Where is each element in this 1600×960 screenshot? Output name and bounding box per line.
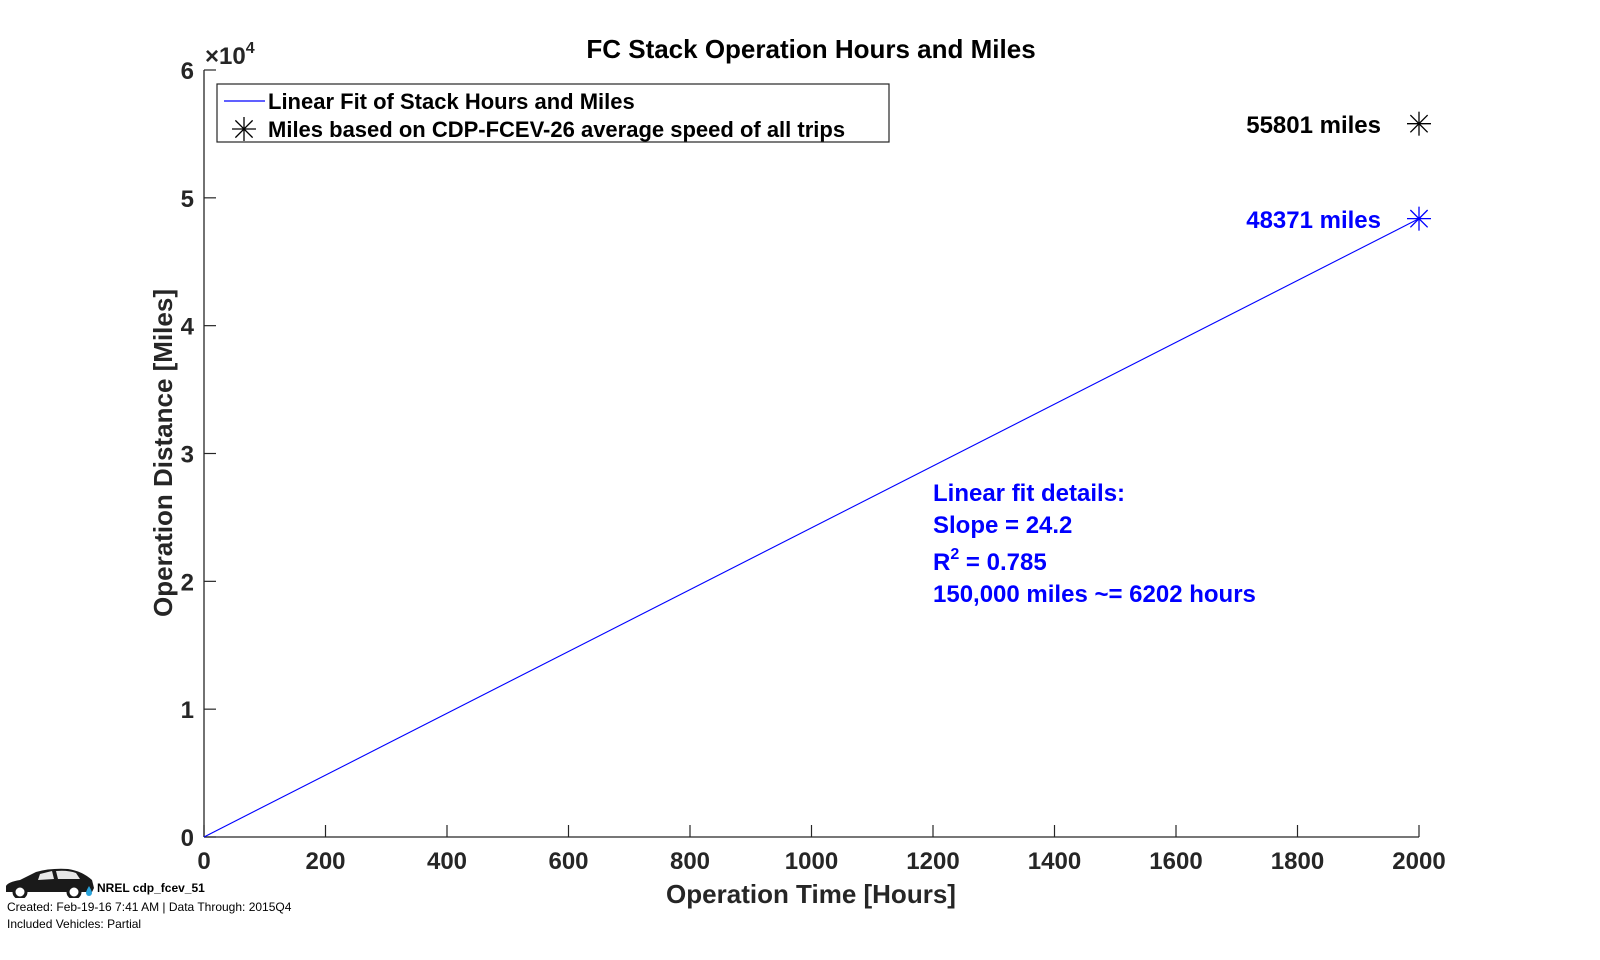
y-tick-label: 1 <box>181 697 194 724</box>
footer-created: Created: Feb-19-16 7:41 AM | Data Throug… <box>7 900 292 914</box>
x-tick-label: 400 <box>427 848 467 875</box>
point-label-48371: 48371 miles <box>1246 207 1381 234</box>
chart-title: FC Stack Operation Hours and Miles <box>586 34 1035 64</box>
y-tick-label: 6 <box>181 58 194 85</box>
annotation-slope: Slope = 24.2 <box>933 512 1072 539</box>
annotation-r-squared: R2 = 0.785 <box>933 546 1047 576</box>
car-icon <box>6 868 94 898</box>
footer-included-vehicles: Included Vehicles: Partial <box>7 917 142 931</box>
x-tick-label: 800 <box>670 848 710 875</box>
legend-label-fit: Linear Fit of Stack Hours and Miles <box>268 89 635 114</box>
x-tick-label: 600 <box>548 848 588 875</box>
water-drop-icon <box>86 886 92 896</box>
r-letter: R <box>933 549 950 576</box>
y-tick-label: 2 <box>181 569 194 596</box>
legend-box <box>216 83 890 143</box>
r-superscript: 2 <box>950 546 959 563</box>
y-tick-label: 5 <box>181 186 194 213</box>
y-exponent-power: 4 <box>246 40 255 57</box>
plot-area <box>203 111 1431 838</box>
annotation-150k-miles: 150,000 miles ~= 6202 hours <box>933 581 1256 608</box>
x-tick-label: 1400 <box>1028 848 1081 875</box>
y-exponent: ×104 <box>205 40 255 70</box>
annotation-heading: Linear fit details: <box>933 480 1125 507</box>
x-tick-label: 0 <box>197 848 210 875</box>
r-squared-value: = 0.785 <box>959 549 1046 576</box>
legend-label-markers: Miles based on CDP-FCEV-26 average speed… <box>268 117 845 142</box>
asterisk-marker-55801 <box>1407 111 1431 136</box>
y-exponent-base: ×10 <box>205 43 246 70</box>
y-tick-label: 4 <box>181 314 195 341</box>
x-tick-label: 1000 <box>785 848 838 875</box>
point-label-55801: 55801 miles <box>1246 112 1381 139</box>
footer-title: NREL cdp_fcev_51 <box>97 881 205 895</box>
legend-asterisk <box>232 117 256 141</box>
fit-annotation: Linear fit details: Slope = 24.2 R2 = 0.… <box>933 480 1256 608</box>
legend-asterisk-marker <box>232 117 256 141</box>
fit-line <box>203 218 1420 838</box>
legend: Linear Fit of Stack Hours and Miles Mile… <box>216 83 890 143</box>
x-tick-label: 2000 <box>1392 848 1445 875</box>
y-axis-label: Operation Distance [Miles] <box>148 289 178 617</box>
y-tick-label: 3 <box>181 442 194 469</box>
x-tick-label: 1600 <box>1149 848 1202 875</box>
y-tick-label: 0 <box>181 825 194 852</box>
svg-text:×104: ×104 <box>205 40 255 70</box>
x-tick-label: 1200 <box>906 848 959 875</box>
x-axis-label: Operation Time [Hours] <box>666 879 956 909</box>
asterisk-marker-48371 <box>1407 206 1431 231</box>
x-tick-label: 1800 <box>1271 848 1324 875</box>
axes: 0 200 400 600 800 1000 1200 1400 1600 1800 2000 0 1 2… <box>181 58 1446 875</box>
x-tick-label: 200 <box>305 848 345 875</box>
